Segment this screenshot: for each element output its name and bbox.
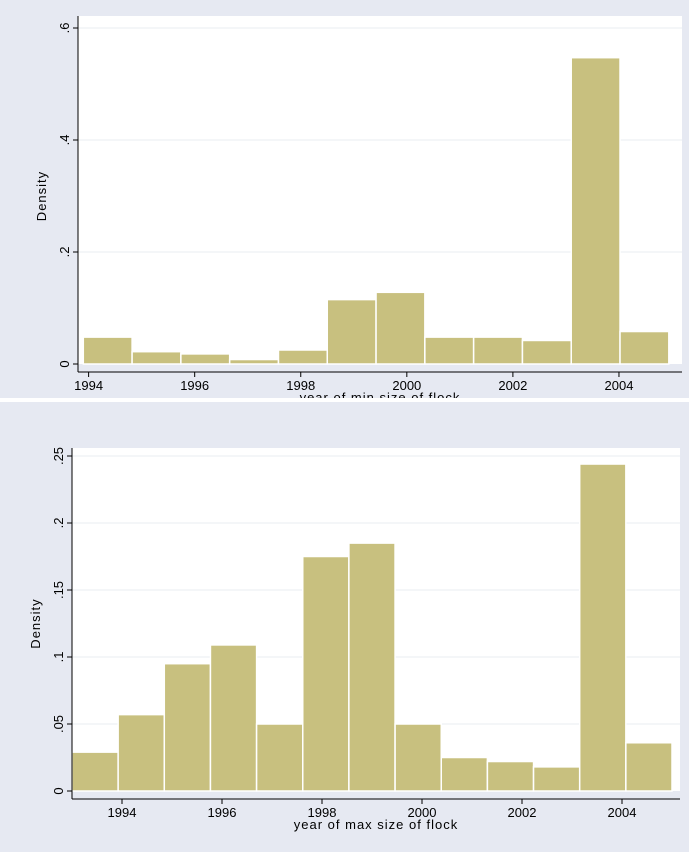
histogram-bar <box>472 336 524 365</box>
histogram-bar <box>131 350 182 365</box>
plot-area: 0 .05 .1 .15 .2 .25 1994 1996 1998 2000 2002 2004 <box>51 447 680 820</box>
histogram-bar <box>117 713 166 792</box>
histogram-bar <box>71 751 119 792</box>
histogram-bar <box>619 330 670 365</box>
x-axis-title: year of max size of flock <box>294 817 458 832</box>
histogram-bar <box>625 742 673 792</box>
histogram-bar <box>277 349 329 365</box>
histogram-bar <box>180 353 231 365</box>
y-axis-title: Density <box>28 598 43 648</box>
x-tick-label: 2004 <box>605 378 634 393</box>
x-tick-label: 1994 <box>74 378 103 393</box>
y-tick-label: 0 <box>57 360 72 367</box>
histogram-bar <box>163 662 212 792</box>
y-tick-label: .2 <box>57 247 72 258</box>
histogram-bar <box>570 56 621 365</box>
x-tick-label: 1996 <box>208 805 237 820</box>
x-tick-label: 1998 <box>286 378 315 393</box>
y-tick-label: .1 <box>51 652 66 663</box>
histogram-max-year: 0 .05 .1 .15 .2 .25 1994 1996 1998 2000 2002 2004 ye… <box>28 447 680 832</box>
x-tick-label: 2000 <box>392 378 421 393</box>
histogram-bar <box>209 644 258 792</box>
x-axis-title: year of min size of flock <box>300 390 461 398</box>
x-tick-label: 2002 <box>508 805 537 820</box>
x-tick-label: 2000 <box>408 805 437 820</box>
histogram-bar <box>521 339 572 365</box>
histogram-bar <box>394 723 443 792</box>
histogram-bar <box>424 336 475 365</box>
histogram-min-year: 0 .2 .4 .6 1994 1996 1998 2000 2002 2004 year of m… <box>34 16 682 398</box>
y-tick-label: .2 <box>51 518 66 529</box>
chart-panel-min: 0 .2 .4 .6 1994 1996 1998 2000 2002 2004 year of m… <box>0 0 689 398</box>
histogram-bar <box>82 336 133 365</box>
x-tick-label: 1998 <box>308 805 337 820</box>
x-tick-label: 2002 <box>498 378 527 393</box>
plot-area: 0 .2 .4 .6 1994 1996 1998 2000 2002 2004 <box>57 16 682 393</box>
x-tick-label: 1994 <box>108 805 137 820</box>
histogram-bar <box>302 555 350 792</box>
y-tick-label: .6 <box>57 23 72 34</box>
histogram-bar <box>326 298 377 365</box>
histogram-bar <box>255 723 304 792</box>
y-tick-label: .25 <box>51 447 66 465</box>
histogram-bar <box>532 766 581 792</box>
y-tick-label: .15 <box>51 581 66 599</box>
y-tick-label: .05 <box>51 715 66 733</box>
histogram-bar <box>486 760 535 792</box>
histogram-bar <box>228 358 280 365</box>
y-tick-label: 0 <box>51 787 66 794</box>
y-tick-label: .4 <box>57 135 72 146</box>
histogram-bar <box>440 756 489 792</box>
histogram-bar <box>348 542 396 792</box>
chart-panel-max: 0 .05 .1 .15 .2 .25 1994 1996 1998 2000 2002 2004 ye… <box>0 402 689 852</box>
histogram-bar <box>375 291 426 365</box>
y-axis-title: Density <box>34 171 49 221</box>
x-tick-label: 2004 <box>608 805 637 820</box>
histogram-bar <box>578 463 627 792</box>
x-tick-label: 1996 <box>180 378 209 393</box>
